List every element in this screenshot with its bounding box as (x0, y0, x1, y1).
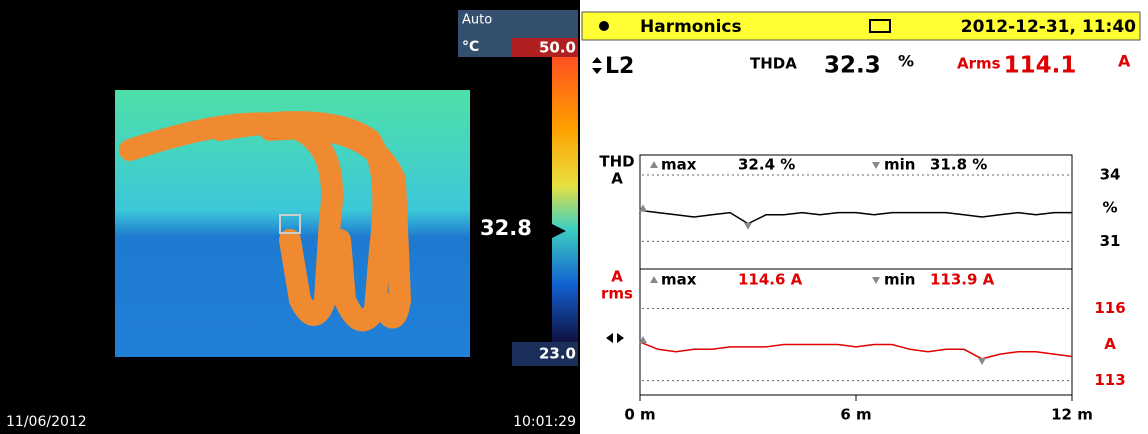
min-value: 113.9 A (930, 271, 995, 289)
color-scale (552, 57, 578, 342)
thda-unit: % (898, 52, 914, 71)
min-point (744, 222, 752, 230)
chart-label: rms (601, 285, 633, 303)
min-point (978, 357, 986, 365)
chart-label: A (611, 170, 623, 188)
plot-frame (639, 154, 1073, 396)
min-value: 31.8 % (930, 156, 987, 174)
record-dot (599, 21, 609, 31)
header-datetime: 2012-12-31, 11:40 (961, 17, 1136, 37)
min-icon (872, 277, 880, 284)
scale-min: 23.0 (539, 345, 576, 363)
time: 10:01:29 (513, 414, 576, 430)
scale-min-box (512, 342, 578, 366)
mode: Auto (462, 13, 492, 28)
max-value: 32.4 % (738, 156, 795, 174)
max-icon (650, 276, 658, 283)
max-icon (650, 161, 658, 168)
chart-label: A (611, 268, 623, 286)
y-tick-label: 113 (1094, 371, 1125, 389)
header-title: Harmonics (640, 17, 742, 37)
y-tick-label: 31 (1100, 232, 1121, 250)
y-tick-label: 34 (1100, 165, 1121, 183)
arms-value: 114.1 (1004, 53, 1077, 79)
thda-value: 32.3 (824, 53, 881, 79)
min-label: min (884, 271, 915, 289)
x-tick-label: 0 m (624, 406, 655, 424)
max-value: 114.6 A (738, 271, 803, 289)
scroll-arrows (606, 333, 624, 343)
cables (119, 111, 412, 332)
x-tick-label: 6 m (840, 406, 871, 424)
phase-arrows (592, 57, 602, 74)
arms-unit: A (1118, 52, 1131, 71)
spot-pointer (552, 224, 566, 238)
scale-max-box (512, 38, 578, 57)
min-label: min (884, 156, 915, 174)
battery-icon (869, 19, 891, 33)
min-icon (872, 162, 880, 169)
unit: °C (462, 39, 479, 55)
x-tick-label: 12 m (1051, 406, 1093, 424)
trend-line (639, 341, 1073, 360)
y-unit: % (1102, 199, 1117, 217)
y-unit: A (1104, 335, 1116, 353)
y-tick-label: 116 (1094, 299, 1125, 317)
scale-max: 50.0 (539, 39, 576, 57)
phase: L2 (605, 54, 634, 79)
thda-label: THDA (750, 55, 797, 73)
date: 11/06/2012 (6, 414, 87, 430)
chart-label: THD (599, 153, 634, 171)
arms-label: Arms (957, 55, 1001, 73)
trend-line (639, 209, 1072, 225)
max-label: max (661, 156, 697, 174)
spot-temperature: 32.8 (480, 216, 532, 240)
max-point (639, 336, 647, 344)
spot-marker (279, 214, 301, 234)
max-label: max (661, 271, 697, 289)
header-bar (581, 11, 1141, 41)
max-point (639, 204, 647, 212)
